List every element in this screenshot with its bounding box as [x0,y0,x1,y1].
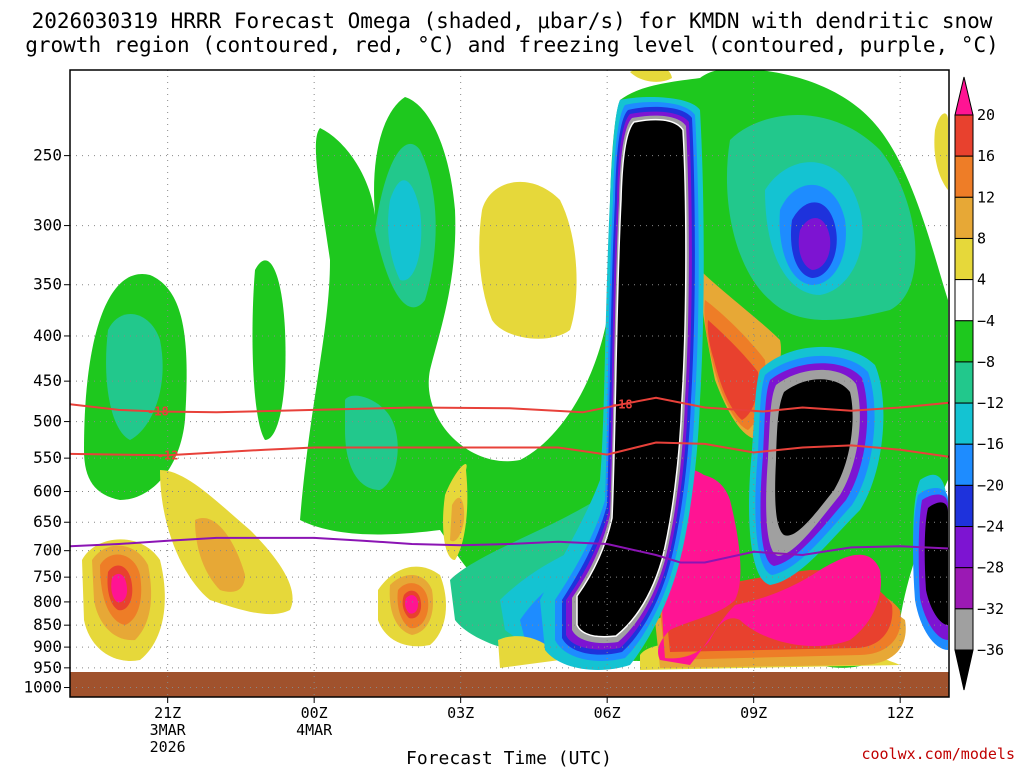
x-tick-label: 12Z [887,704,914,722]
contour-label: -18 [611,397,633,411]
colorbar-label: −16 [977,435,1004,453]
colorbar-label: −28 [977,559,1004,577]
colorbar-cap-bottom [954,649,974,691]
x-tick-label: 09Z [740,704,767,722]
colorbar-label: −8 [977,353,995,371]
colorbar-label: −4 [977,312,995,330]
colorbar-label: 8 [977,229,986,247]
colorbar-swatch [954,196,974,239]
chart-title-line1: 2026030319 HRRR Forecast Omega (shaded, … [32,9,993,33]
colorbar-label: 4 [977,271,986,289]
x-tick-label: 21Z [154,704,181,722]
y-tick-label: 550 [33,448,62,467]
x-tick-label: 03Z [447,704,474,722]
y-axis: 250 300 350 400 450 500 550 600 650 700 750 800 850 9… [23,146,70,697]
colorbar-swatch [954,567,974,610]
x-tick-sublabel: 4MAR [296,721,333,739]
grid [70,70,949,697]
credit-text: coolwx.com/models [861,745,1015,763]
y-tick-label: 600 [33,482,62,501]
y-tick-label: 1000 [23,678,62,697]
colorbar-label: −24 [977,518,1004,536]
colorbar-swatch [954,402,974,445]
colorbar-label: 20 [977,106,995,124]
y-tick-label: 250 [33,146,62,165]
omega-field-purple [798,218,831,270]
y-tick-label: 950 [33,658,62,677]
surface-ground [70,672,949,697]
x-tick-label: 00Z [301,704,328,722]
chart-title-line2: growth region (contoured, red, °C) and f… [25,33,999,57]
omega-field-ascent-box [749,346,948,650]
contour-label: -12 [157,448,179,462]
colorbar-swatch [954,484,974,528]
y-tick-label: 500 [33,412,62,431]
omega-shaded-field [82,70,948,670]
y-tick-label: 450 [33,371,62,390]
colorbar-swatch [954,320,974,363]
colorbar-cap-top [954,76,974,116]
y-tick-label: 650 [33,512,62,531]
colorbar-swatch [954,443,974,486]
x-tick-sublabel-year: 2026 [150,738,186,756]
colorbar-swatch [954,526,974,569]
colorbar-label: −12 [977,394,1004,412]
colorbar-swatch [954,361,974,404]
colorbar-swatch [954,279,974,322]
y-tick-label: 900 [33,637,62,656]
colorbar-swatch [954,155,974,198]
y-tick-label: 850 [33,615,62,634]
y-tick-label: 300 [33,216,62,235]
y-tick-label: 700 [33,541,62,560]
colorbar-swatch [954,114,974,157]
colorbar-label: 16 [977,147,995,165]
y-tick-label: 350 [33,275,62,294]
x-axis-label: Forecast Time (UTC) [406,748,612,768]
colorbar-swatch [954,608,974,651]
colorbar-label: −32 [977,600,1004,618]
omega-field-ascent-column [540,97,704,670]
y-tick-label: 800 [33,592,62,611]
contour-line-0 [70,396,949,414]
contour-line-1 [70,441,949,458]
y-tick-label: 750 [33,567,62,586]
colorbar: 20 16 12 8 4 −4 −8 −12 −16 −20 −24 −28 −32 −36 [954,76,1004,691]
contour-label: -18 [147,404,169,418]
x-tick-label: 06Z [594,704,621,722]
colorbar-label: −36 [977,641,1004,659]
colorbar-label: 12 [977,188,995,206]
colorbar-label: −20 [977,476,1004,494]
plot-frame [69,69,950,698]
x-tick-sublabel: 3MAR [150,721,187,739]
contour-lines: -18 -18 -12 [70,396,949,564]
y-tick-label: 400 [33,326,62,345]
colorbar-swatch [954,237,974,281]
contour-line-2 [70,536,949,564]
